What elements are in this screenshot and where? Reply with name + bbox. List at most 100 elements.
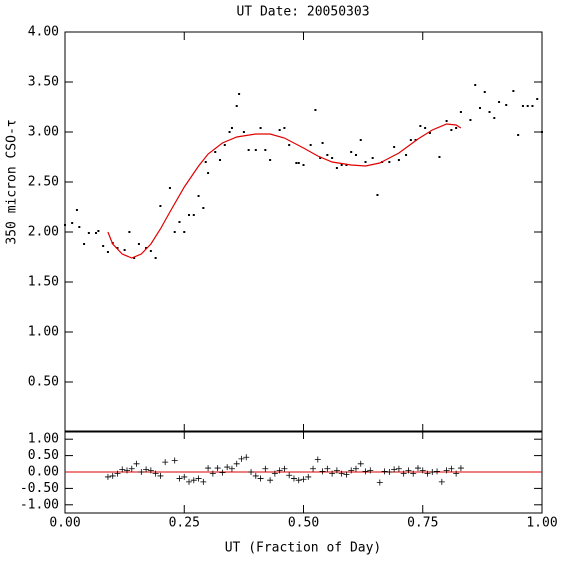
residual-point [319, 468, 326, 475]
residual-point [276, 467, 283, 474]
residual-point [248, 469, 255, 475]
y-tick-label: 1.50 [28, 275, 59, 290]
data-point [64, 224, 66, 226]
residual-point [314, 456, 321, 463]
residual-point [176, 475, 183, 482]
data-point [388, 161, 391, 163]
data-point [335, 167, 338, 169]
residual-point [443, 467, 450, 474]
residual-point [457, 465, 464, 472]
data-point [505, 104, 508, 106]
data-point [493, 117, 496, 119]
data-point [223, 144, 226, 146]
data-point [238, 93, 241, 95]
residual-point [262, 465, 269, 472]
fit-line [107, 123, 462, 259]
data-point [331, 157, 334, 159]
residual-point [200, 478, 207, 485]
residual-point [286, 472, 293, 479]
residual-point [295, 477, 302, 484]
residual-point [186, 478, 193, 485]
data-point [188, 214, 191, 216]
residual-point [267, 477, 274, 484]
data-point [247, 149, 250, 151]
residual-point [171, 457, 178, 464]
residual-point [438, 478, 445, 485]
data-point [364, 161, 367, 163]
residual-point [271, 470, 278, 477]
data-point [128, 231, 131, 233]
residual-point [300, 476, 307, 483]
residual-point [448, 465, 455, 472]
data-point [488, 111, 491, 113]
residual-point [114, 470, 121, 477]
residual-point [395, 465, 402, 472]
residual-point [133, 460, 140, 467]
residual-point [128, 465, 135, 472]
data-point [102, 245, 105, 247]
data-point [438, 156, 441, 158]
data-point [419, 125, 422, 127]
data-point [541, 131, 543, 133]
data-point [424, 127, 427, 129]
residual-point [143, 466, 150, 473]
data-point [405, 154, 408, 156]
x-tick-label: 0.00 [49, 516, 80, 531]
data-point [235, 105, 238, 107]
residual-point [324, 465, 331, 472]
residual-point [376, 479, 383, 486]
y-axis-title: 350 micron CSO-τ [5, 119, 20, 244]
data-point [450, 129, 453, 131]
data-point [512, 90, 515, 92]
data-point [87, 232, 90, 234]
residual-point [138, 469, 145, 475]
data-point [202, 207, 205, 209]
residual-point [124, 467, 131, 474]
y-tick-label: 1.00 [28, 325, 59, 340]
data-point [536, 98, 539, 100]
data-point [230, 127, 233, 129]
residual-point [400, 470, 407, 477]
data-point [309, 144, 312, 146]
data-point [314, 109, 317, 111]
residual-point [104, 473, 111, 480]
data-point [350, 151, 353, 153]
data-point [159, 205, 162, 207]
data-point [183, 231, 186, 233]
data-point [204, 161, 207, 163]
data-point [459, 111, 462, 113]
data-point [178, 221, 181, 223]
residual-point [419, 467, 426, 474]
data-point [106, 251, 109, 253]
data-point [254, 149, 257, 151]
residual-point [224, 464, 231, 471]
residual-point [290, 475, 297, 482]
data-point [219, 159, 222, 161]
data-point [71, 222, 74, 224]
data-point [145, 247, 148, 249]
data-point [269, 159, 272, 161]
residual-point [219, 469, 226, 476]
residual-point [190, 477, 197, 484]
data-point [228, 131, 231, 133]
x-tick-label: 0.75 [407, 516, 438, 531]
residual-point [252, 472, 259, 479]
x-tick-label: 0.50 [288, 516, 319, 531]
data-point [214, 151, 217, 153]
data-point [95, 232, 98, 234]
data-point [78, 226, 81, 228]
y-tick-label: 0.00 [28, 465, 59, 480]
data-point [474, 84, 477, 86]
data-point [302, 164, 305, 166]
residual-point [209, 470, 216, 477]
data-point [326, 154, 329, 156]
residual-point [410, 470, 417, 477]
residual-point [233, 460, 240, 467]
data-point [455, 127, 458, 129]
data-point [340, 164, 343, 166]
residual-point [405, 467, 412, 474]
residual-point [357, 460, 364, 467]
residual-point [414, 465, 421, 472]
data-point [283, 127, 286, 129]
data-point [137, 243, 140, 245]
